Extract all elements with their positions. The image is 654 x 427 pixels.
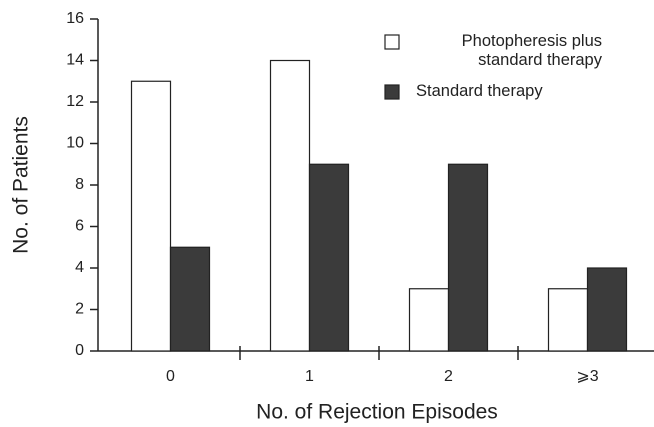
bar (169, 246, 211, 352)
bar (130, 80, 172, 352)
y-axis-label: No. of Patients (10, 116, 33, 254)
legend-label: Standard therapy (416, 82, 543, 100)
bar (586, 267, 628, 352)
legend-label: Photopheresis plus standard therapy (461, 32, 602, 69)
bar (308, 163, 350, 352)
bar (408, 288, 450, 352)
y-tick-label: 16 (66, 10, 84, 27)
y-tick-label: 10 (66, 135, 84, 152)
y-tick-label: 12 (66, 93, 84, 110)
bar (447, 163, 489, 352)
x-tick-label: 1 (305, 368, 314, 385)
y-tick-label: 6 (75, 218, 84, 235)
x-tick-label: 2 (444, 368, 453, 385)
y-tick-label: 0 (75, 342, 84, 359)
legend-swatch (384, 34, 400, 50)
x-tick-label: ⩾3 (576, 368, 598, 385)
y-tick-label: 2 (75, 301, 84, 318)
legend-swatch (384, 84, 400, 100)
x-axis-label: No. of Rejection Episodes (256, 401, 498, 424)
x-tick-label: 0 (166, 368, 175, 385)
y-tick-label: 8 (75, 176, 84, 193)
bar (269, 59, 311, 352)
bar (547, 288, 589, 352)
y-tick-label: 14 (66, 52, 84, 69)
y-tick-label: 4 (75, 259, 84, 276)
